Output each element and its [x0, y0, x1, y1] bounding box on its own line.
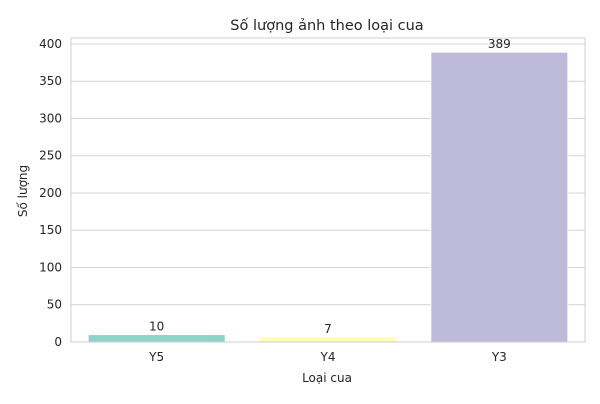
y-axis-label: Số lượng [16, 165, 30, 217]
data-label-y5: 10 [149, 320, 164, 334]
bar-y4 [258, 336, 398, 343]
chart-title: Số lượng ảnh theo loại cua [230, 17, 423, 34]
x-axis-label: Loại cua [302, 371, 352, 385]
y-tick-label: 300 [39, 111, 62, 125]
y-tick-label: 100 [39, 260, 62, 274]
data-label-y4: 7 [324, 322, 332, 336]
y-tick-label: 200 [39, 186, 62, 200]
gridlines [71, 43, 585, 343]
bar-y3 [430, 51, 569, 343]
data-label-y3: 389 [488, 37, 511, 51]
y-tick-label: 150 [39, 223, 62, 237]
plot-frame [70, 37, 586, 343]
bar-y5 [87, 334, 226, 343]
x-tick-label: Y3 [491, 350, 507, 364]
bars [87, 51, 569, 343]
y-tick-label: 0 [54, 335, 62, 349]
y-tick-labels: 0 50 100 150 200 250 300 350 400 [39, 37, 62, 349]
y-tick-label: 400 [39, 37, 62, 51]
data-labels: 10 7 389 [149, 37, 511, 336]
x-tick-label: Y5 [148, 350, 164, 364]
y-tick-label: 50 [47, 298, 62, 312]
x-tick-labels: Y5 Y4 Y3 [148, 350, 507, 364]
y-tick-label: 350 [39, 74, 62, 88]
y-tick-label: 250 [39, 149, 62, 163]
x-tick-label: Y4 [320, 350, 336, 364]
